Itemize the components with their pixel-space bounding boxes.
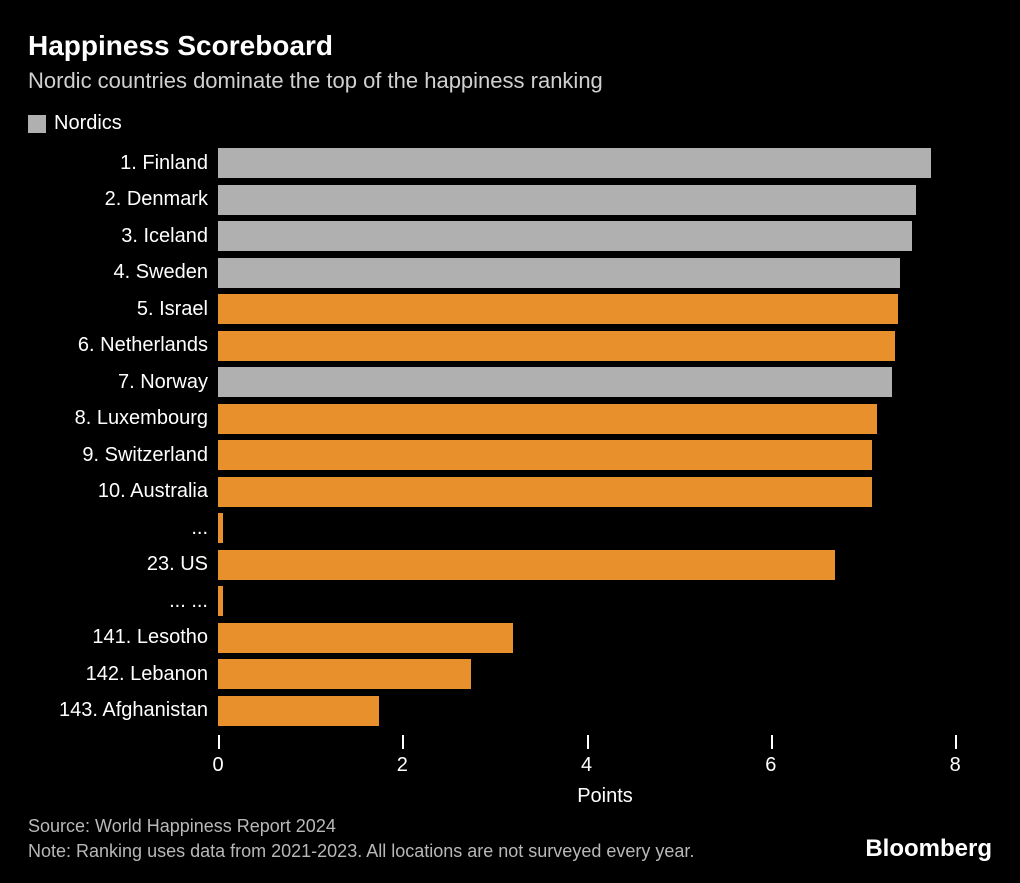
bar-label: 8. Luxembourg: [28, 407, 218, 430]
bar-row: 8. Luxembourg: [28, 401, 992, 438]
brand-logo: Bloomberg: [865, 835, 992, 863]
bar-track: [218, 221, 992, 251]
bar-row: 142. Lebanon: [28, 656, 992, 693]
bar-track: [218, 367, 992, 397]
legend-swatch-nordics: [28, 115, 46, 133]
bar-row: ... ...: [28, 583, 992, 620]
bar-track: [218, 550, 992, 580]
bar-label: ... ...: [28, 590, 218, 613]
x-tick: [955, 735, 957, 749]
bar-track: [218, 623, 992, 653]
bar: [218, 477, 872, 507]
bar-track: [218, 294, 992, 324]
bar-row: 143. Afghanistan: [28, 693, 992, 730]
bar-label: 142. Lebanon: [28, 663, 218, 686]
bar-label: 2. Denmark: [28, 188, 218, 211]
bar-label: 3. Iceland: [28, 225, 218, 248]
bar-track: [218, 331, 992, 361]
bar-label: 5. Israel: [28, 298, 218, 321]
bar: [218, 148, 931, 178]
legend: Nordics: [28, 112, 992, 135]
footer-source: Source: World Happiness Report 2024: [28, 814, 694, 838]
bar-label: 10. Australia: [28, 480, 218, 503]
x-axis-title: Points: [218, 785, 992, 808]
bar-row: 6. Netherlands: [28, 328, 992, 365]
bar-track: [218, 513, 992, 543]
bar-label: 9. Switzerland: [28, 444, 218, 467]
x-tick: [218, 735, 220, 749]
x-tick-label: 0: [212, 754, 223, 777]
bar-track: [218, 148, 992, 178]
bar: [218, 258, 900, 288]
bar: [218, 696, 379, 726]
x-tick: [402, 735, 404, 749]
x-tick-label: 8: [950, 754, 961, 777]
bar: [218, 331, 895, 361]
legend-label: Nordics: [54, 112, 122, 135]
chart-footer: Source: World Happiness Report 2024 Note…: [28, 814, 992, 863]
bar: [218, 550, 835, 580]
bar-row: ...: [28, 510, 992, 547]
bar-track: [218, 696, 992, 726]
bar-label: 1. Finland: [28, 152, 218, 175]
bar-track: [218, 185, 992, 215]
bar-row: 4. Sweden: [28, 255, 992, 292]
bar-track: [218, 440, 992, 470]
bar-label: 143. Afghanistan: [28, 699, 218, 722]
bar-track: [218, 477, 992, 507]
bar: [218, 623, 513, 653]
bar: [218, 185, 916, 215]
footer-note: Note: Ranking uses data from 2021-2023. …: [28, 839, 694, 863]
bar-label: ...: [28, 517, 218, 540]
bar: [218, 404, 877, 434]
bar-row: 1. Finland: [28, 145, 992, 182]
chart-subtitle: Nordic countries dominate the top of the…: [28, 68, 992, 94]
bar-label: 141. Lesotho: [28, 626, 218, 649]
bar-row: 141. Lesotho: [28, 620, 992, 657]
bar-row: 3. Iceland: [28, 218, 992, 255]
footer-text: Source: World Happiness Report 2024 Note…: [28, 814, 694, 863]
bar-track: [218, 586, 992, 616]
bar-row: 23. US: [28, 547, 992, 584]
bar-label: 23. US: [28, 553, 218, 576]
bar-row: 7. Norway: [28, 364, 992, 401]
bar-track: [218, 404, 992, 434]
bar: [218, 367, 892, 397]
bar-label: 4. Sweden: [28, 261, 218, 284]
x-tick-label: 6: [765, 754, 776, 777]
bar-row: 9. Switzerland: [28, 437, 992, 474]
x-tick-label: 4: [581, 754, 592, 777]
bar: [218, 586, 223, 616]
x-tick: [771, 735, 773, 749]
x-tick: [587, 735, 589, 749]
bar: [218, 659, 471, 689]
chart-title: Happiness Scoreboard: [28, 30, 992, 62]
bar-label: 7. Norway: [28, 371, 218, 394]
x-tick-label: 2: [397, 754, 408, 777]
bar: [218, 221, 912, 251]
bar-track: [218, 258, 992, 288]
bar: [218, 294, 898, 324]
chart-plot-area: 1. Finland 2. Denmark 3. Iceland 4. Sweden 5…: [28, 145, 992, 765]
bar-label: 6. Netherlands: [28, 334, 218, 357]
bar-row: 10. Australia: [28, 474, 992, 511]
bar-track: [218, 659, 992, 689]
bar-row: 5. Israel: [28, 291, 992, 328]
bar-row: 2. Denmark: [28, 182, 992, 219]
bar: [218, 440, 872, 470]
bar: [218, 513, 223, 543]
